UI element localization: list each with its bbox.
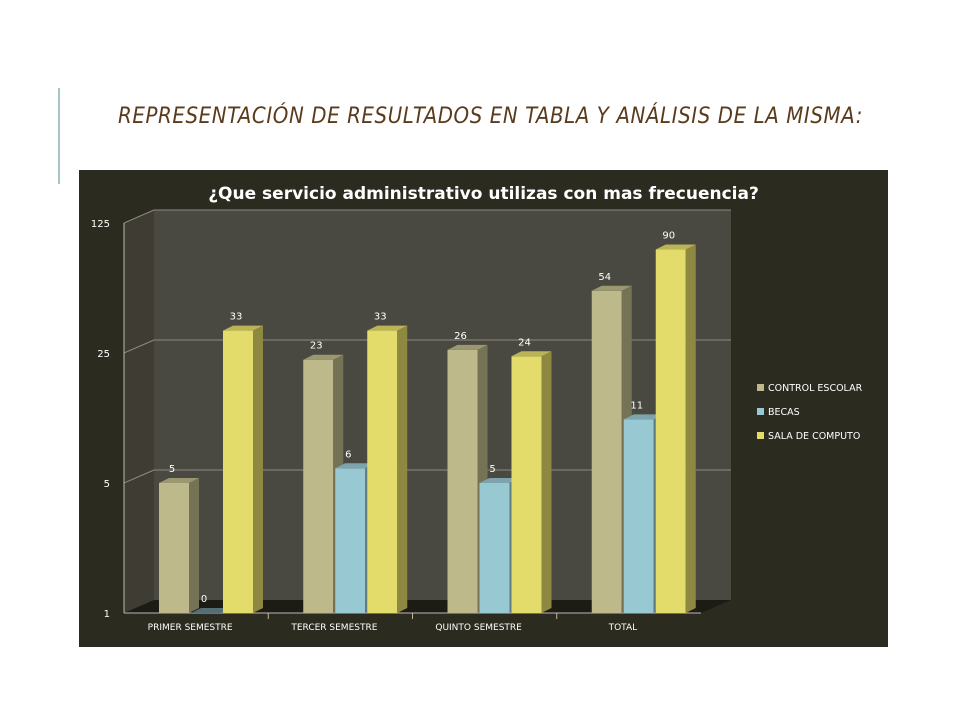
bar-top bbox=[223, 325, 263, 331]
bar-chart: 1 5 25 125 PRIMER SEMESTRE 5 0 33 TERCER SEMESTR… bbox=[91, 209, 863, 633]
accent-rule bbox=[58, 88, 60, 184]
y-tick-label: 1 bbox=[104, 609, 110, 620]
bar-top bbox=[367, 325, 408, 331]
bar-side bbox=[685, 244, 696, 614]
bar bbox=[223, 330, 253, 613]
bar-top bbox=[191, 608, 231, 613]
bar bbox=[655, 249, 686, 614]
gridline-diagonal bbox=[123, 209, 155, 224]
bar-top bbox=[447, 344, 488, 350]
data-label: 33 bbox=[374, 312, 387, 323]
data-label: 33 bbox=[230, 312, 243, 323]
data-label: 0 bbox=[201, 594, 207, 605]
bar-side bbox=[397, 325, 408, 613]
bar-top bbox=[479, 478, 520, 483]
bar-top bbox=[511, 351, 552, 357]
bar bbox=[511, 356, 542, 613]
bar bbox=[367, 330, 398, 613]
bar-side bbox=[253, 325, 263, 613]
data-label: 5 bbox=[169, 464, 175, 475]
chart-panel: 1 5 25 125 PRIMER SEMESTRE 5 0 33 TERCER SEMESTR… bbox=[79, 170, 888, 647]
data-label: 6 bbox=[345, 449, 351, 460]
legend-swatch bbox=[757, 408, 764, 415]
bar-top bbox=[591, 285, 632, 291]
data-label: 23 bbox=[310, 341, 323, 352]
bar-top bbox=[655, 244, 696, 250]
legend-label: SALA DE COMPUTO bbox=[768, 431, 860, 442]
legend-label: BECAS bbox=[768, 407, 800, 418]
bar bbox=[447, 349, 478, 613]
x-tick-label: TOTAL bbox=[608, 623, 638, 633]
data-label: 24 bbox=[518, 337, 531, 348]
gridline-diagonal bbox=[123, 339, 155, 354]
bar-top bbox=[335, 463, 376, 469]
x-tick-label: TERCER SEMESTRE bbox=[290, 623, 377, 633]
legend-swatch bbox=[757, 432, 764, 439]
bar-top bbox=[623, 414, 664, 420]
floor bbox=[124, 600, 731, 613]
chart-title: ¿Que servicio administrativo utilizas co… bbox=[208, 184, 759, 204]
back-wall bbox=[154, 210, 731, 600]
bar bbox=[159, 483, 189, 613]
bar bbox=[303, 359, 334, 613]
x-tick-label: QUINTO SEMESTRE bbox=[435, 623, 522, 633]
data-label: 54 bbox=[598, 272, 611, 283]
gridline-diagonal bbox=[123, 469, 155, 484]
bar bbox=[479, 483, 510, 613]
side-wall bbox=[124, 210, 154, 613]
x-tick-label: PRIMER SEMESTRE bbox=[148, 623, 233, 633]
bar-side bbox=[541, 351, 552, 613]
data-label: 90 bbox=[662, 231, 675, 242]
bar-side bbox=[189, 478, 199, 613]
slide-title: REPRESENTACIÓN DE RESULTADOS EN TABLA Y … bbox=[118, 104, 863, 129]
bar bbox=[335, 468, 366, 613]
legend-swatch bbox=[757, 384, 764, 391]
data-label: 11 bbox=[630, 400, 643, 411]
bar bbox=[623, 419, 654, 613]
data-label: 5 bbox=[489, 464, 495, 475]
bar bbox=[591, 290, 622, 613]
y-tick-label: 125 bbox=[91, 219, 110, 230]
legend-label: CONTROL ESCOLAR bbox=[768, 383, 863, 394]
y-tick-label: 5 bbox=[104, 479, 110, 490]
data-label: 26 bbox=[454, 331, 467, 342]
y-tick-label: 25 bbox=[97, 349, 110, 360]
bar-top bbox=[159, 478, 199, 483]
bar-top bbox=[303, 354, 344, 360]
